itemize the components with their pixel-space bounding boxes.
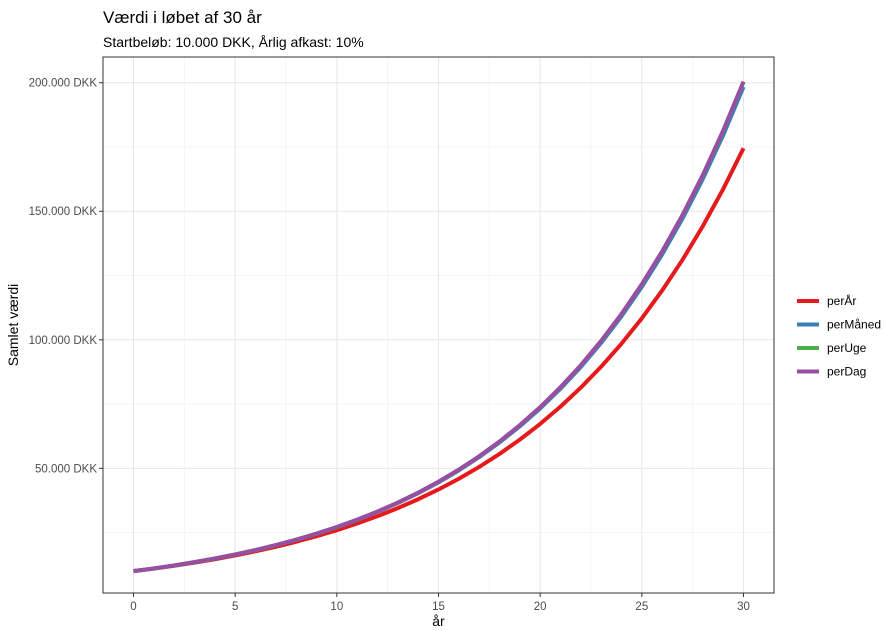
x-tick-label: 15 xyxy=(432,601,445,613)
legend-label-perMåned: perMåned xyxy=(827,318,881,332)
x-tick-label: 30 xyxy=(737,601,750,613)
x-tick-label: 5 xyxy=(232,601,238,613)
x-tick-label: 20 xyxy=(534,601,547,613)
y-tick-label: 200.000 DKK xyxy=(29,78,98,90)
legend-label-perUge: perUge xyxy=(827,341,867,355)
x-axis-title: år xyxy=(432,613,445,629)
legend: perÅr perMåned perUge perDag xyxy=(797,293,881,379)
series-lines xyxy=(133,80,746,574)
x-tick-label: 10 xyxy=(330,601,343,613)
series-line-perDag xyxy=(133,80,746,574)
x-tick-label: 25 xyxy=(635,601,648,613)
y-tick-label: 50.000 DKK xyxy=(35,463,97,475)
chart-subtitle: Startbeløb: 10.000 DKK, Årlig afkast: 10… xyxy=(103,34,364,50)
x-tick-label: 0 xyxy=(130,601,136,613)
axes: 0 5 10 15 20 25 30 50.000 DKK 100.000 DKK 150.000… xyxy=(29,78,750,613)
chart-title: Værdi i løbet af 30 år xyxy=(103,8,262,27)
legend-label-perDag: perDag xyxy=(827,365,866,379)
y-tick-label: 150.000 DKK xyxy=(29,206,98,218)
legend-label-perÅr: perÅr xyxy=(827,293,856,308)
grid-lines xyxy=(103,57,774,593)
y-axis-title: Samlet værdi xyxy=(5,284,21,366)
y-tick-label: 100.000 DKK xyxy=(29,335,98,347)
